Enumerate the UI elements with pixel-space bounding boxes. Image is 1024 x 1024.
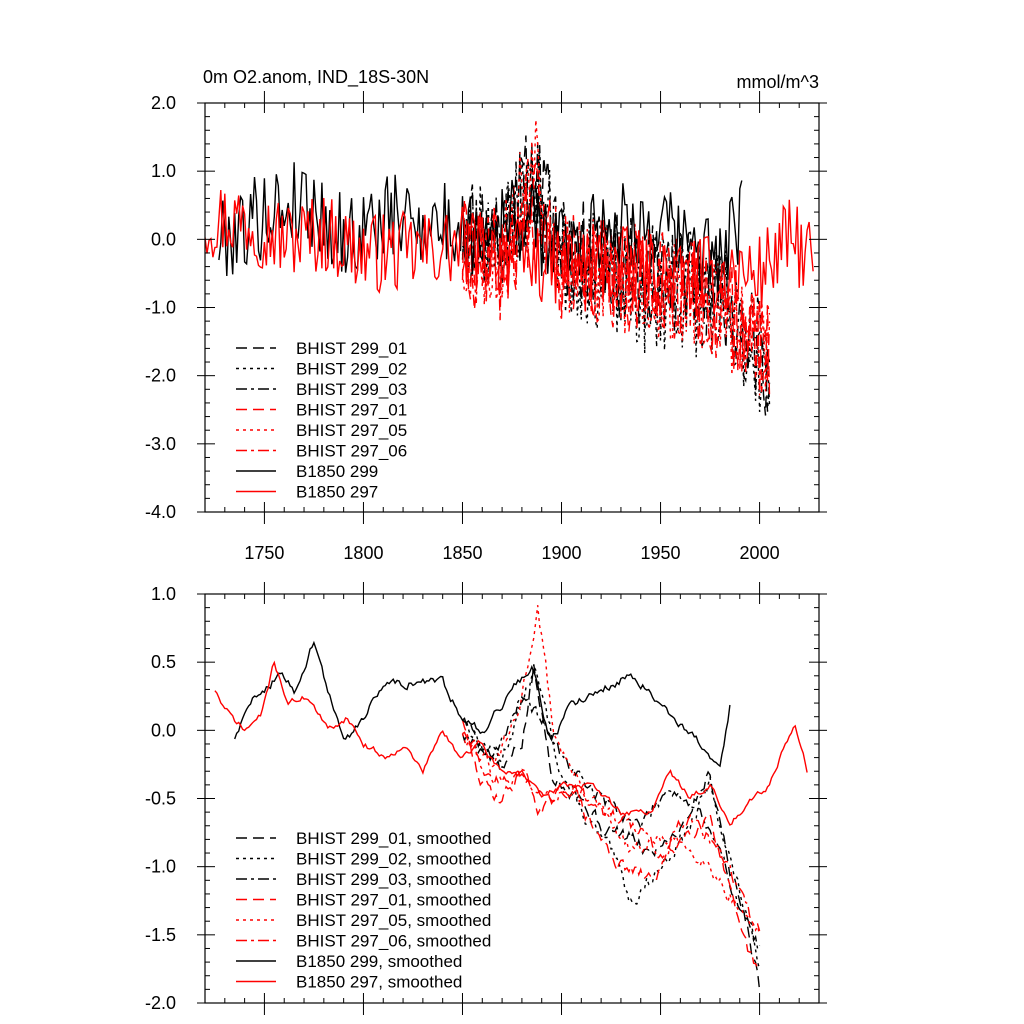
top-legend-label-5: BHIST 297_05 xyxy=(296,421,407,440)
bottom-legend-label-1: BHIST 299_01, smoothed xyxy=(296,829,491,848)
top-x-tick-label: 1900 xyxy=(541,543,581,563)
top-y-tick-label: 0.0 xyxy=(151,229,176,249)
bottom-y-tick-label: 0.5 xyxy=(151,652,176,672)
top-legend-label-8: B1850 297 xyxy=(296,483,378,502)
bottom-y-tick-label: -2.0 xyxy=(145,993,176,1013)
bottom-y-tick-label: 0.0 xyxy=(151,720,176,740)
top-legend-label-7: B1850 299 xyxy=(296,462,378,481)
top-chart-title: 0m O2.anom, IND_18S-30N xyxy=(203,67,429,88)
top-y-tick-label: -1.0 xyxy=(145,298,176,318)
top-y-tick-label: -4.0 xyxy=(145,502,176,522)
top-legend-label-6: BHIST 297_06 xyxy=(296,442,407,461)
top-y-tick-label: 2.0 xyxy=(151,93,176,113)
top-x-tick-label: 1950 xyxy=(641,543,681,563)
top-chart-units: mmol/m^3 xyxy=(737,72,819,92)
bottom-legend-label-5: BHIST 297_05, smoothed xyxy=(296,911,491,930)
top-legend-label-1: BHIST 299_01 xyxy=(296,339,407,358)
top-x-tick-label: 1850 xyxy=(442,543,482,563)
bottom-y-tick-label: -0.5 xyxy=(145,789,176,809)
bottom-legend-label-4: BHIST 297_01, smoothed xyxy=(296,891,491,910)
bottom-y-tick-label: -1.0 xyxy=(145,857,176,877)
bottom-legend-label-6: BHIST 297_06, smoothed xyxy=(296,932,491,951)
bottom-y-tick-label: -1.5 xyxy=(145,925,176,945)
top-legend-label-3: BHIST 299_03 xyxy=(296,380,407,399)
bottom-legend-label-3: BHIST 299_03, smoothed xyxy=(296,870,491,889)
chart-figure: 0m O2.anom, IND_18S-30N mmol/m^3 1750 180… xyxy=(0,0,1024,1024)
top-y-tick-label: 1.0 xyxy=(151,161,176,181)
bottom-y-tick-label: 1.0 xyxy=(151,584,176,604)
top-y-tick-label: -2.0 xyxy=(145,366,176,386)
bottom-legend-label-2: BHIST 299_02, smoothed xyxy=(296,850,491,869)
top-y-tick-label: -3.0 xyxy=(145,434,176,454)
bottom-legend-label-8: B1850 297, smoothed xyxy=(296,973,462,992)
top-x-tick-label: 2000 xyxy=(740,543,780,563)
top-x-tick-label: 1800 xyxy=(343,543,383,563)
bottom-legend-label-7: B1850 299, smoothed xyxy=(296,952,462,971)
top-legend-label-4: BHIST 297_01 xyxy=(296,401,407,420)
top-x-tick-label: 1750 xyxy=(244,543,284,563)
top-legend-label-2: BHIST 299_02 xyxy=(296,360,407,379)
